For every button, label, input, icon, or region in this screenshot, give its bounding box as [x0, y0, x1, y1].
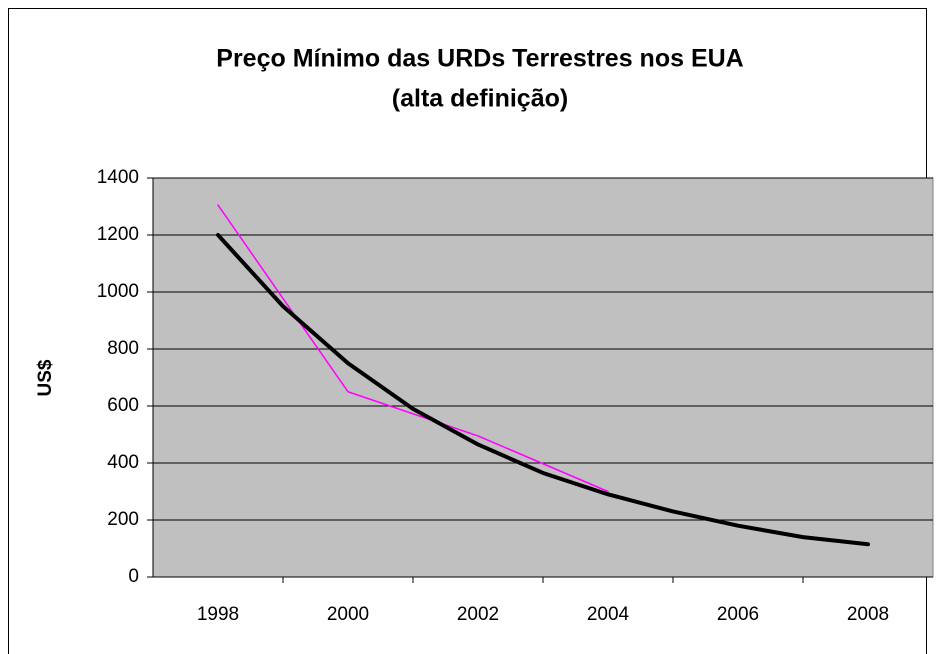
y-axis-label: US$ [35, 359, 56, 396]
y-tick-label: 200 [107, 509, 139, 530]
x-tick-label: 2002 [457, 604, 499, 625]
y-tick-label: 1000 [97, 281, 139, 302]
plot-area [152, 177, 934, 578]
x-tick-label: 1998 [197, 604, 239, 625]
y-tick-label: 600 [107, 395, 139, 416]
x-tick-label: 2004 [587, 604, 630, 625]
x-tick-label: 2006 [717, 604, 759, 625]
chart-title: Preço Mínimo das URDs Terrestres nos EUA [216, 45, 743, 73]
x-tick-label: 2008 [847, 604, 889, 625]
y-tick-label: 400 [107, 452, 139, 473]
y-tick-label: 0 [128, 566, 139, 587]
y-tick-label: 1400 [97, 167, 139, 188]
chart-subtitle: (alta definição) [392, 85, 568, 113]
x-tick-label: 2000 [327, 604, 369, 625]
series-line [217, 204, 609, 493]
series-line [216, 233, 870, 547]
y-tick-label: 1200 [97, 224, 139, 245]
y-tick-label: 800 [107, 338, 139, 359]
